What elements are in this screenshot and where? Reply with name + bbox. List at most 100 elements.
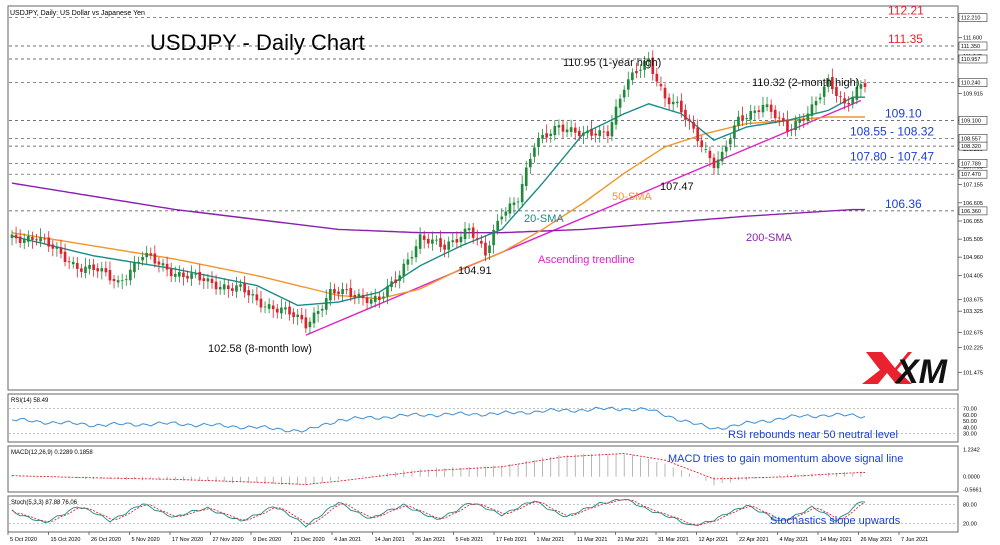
candle-body [492, 229, 495, 246]
price-tick-label: 101.475 [963, 370, 983, 376]
candle-body [565, 129, 569, 133]
price-level-tag-label: 107.789 [961, 161, 981, 167]
candle-body [124, 279, 128, 281]
price-tick-label: 104.405 [963, 273, 983, 279]
candle-body [765, 104, 769, 108]
sma-20-path [11, 96, 865, 307]
candle-body [382, 296, 385, 299]
candle-body [769, 104, 773, 112]
candle-body [610, 122, 614, 137]
rsi-annotation: RSI rebounds near 50 neutral level [728, 429, 898, 441]
candle-body [435, 239, 438, 241]
label-50-sma: 50-SMA [612, 191, 652, 203]
price-tick-label: 103.675 [963, 298, 983, 304]
candle-body [284, 307, 287, 310]
level-label: 106.36 [885, 197, 922, 211]
date-tick-label: 26 May 2021 [861, 537, 893, 543]
candle-body [728, 139, 732, 145]
price-tick-label: 111.600 [963, 36, 982, 42]
candle-body [622, 89, 626, 98]
candle-body [586, 130, 589, 134]
candle-body [724, 146, 728, 152]
candle-body [667, 97, 671, 105]
candle-body [488, 245, 491, 254]
candle-body [43, 238, 46, 240]
price-level-tag-label: 112.210 [961, 16, 980, 22]
level-label: 107.80 - 107.47 [850, 149, 934, 163]
candle-body [777, 117, 781, 119]
candle-body [194, 273, 197, 275]
level-label: 112.21 [888, 4, 924, 18]
candle-body [67, 261, 71, 263]
date-tick-label: 5 Nov 2020 [132, 537, 160, 543]
candle-body [296, 314, 300, 317]
candle-body [141, 256, 144, 261]
date-tick-label: 14 May 2021 [820, 537, 852, 543]
candle-body [786, 119, 789, 132]
macd-tick-label: 1.2342 [963, 447, 980, 453]
candle-body [96, 268, 100, 272]
candle-body [855, 87, 859, 100]
macd-signal-path [11, 453, 865, 485]
candle-body [451, 240, 455, 243]
ascending-trendline [305, 99, 862, 336]
date-axis: 5 Oct 2020 15 Oct 2020 26 Oct 2020 5 Nov 20… [7, 532, 928, 543]
candle-body [324, 298, 328, 310]
candle-body [631, 72, 634, 81]
stoch-annotation: Stochastics slope upwards [770, 515, 901, 527]
price-level-tag-label: 108.320 [961, 144, 981, 150]
candle-body [594, 133, 597, 136]
candle-body [790, 129, 793, 130]
price-tick-label: 102.225 [963, 346, 983, 352]
macd-axis: 1.2342 0.0000 -0.5661 [963, 447, 982, 493]
date-tick-label: 21 Mar 2021 [618, 537, 649, 543]
xm-logo-mark [862, 352, 912, 384]
price-tick-label: 107.155 [963, 183, 983, 189]
level-label: 109.10 [885, 106, 922, 120]
candle-body [63, 251, 67, 262]
candle-body [218, 286, 222, 290]
support-resistance-levels: 112.21 111.35 109.10 108.55 - 108.32 107.80 … [9, 4, 957, 212]
candle-body [851, 97, 855, 105]
candle-body [92, 264, 95, 271]
candle-body [161, 263, 165, 266]
candle-body [512, 202, 516, 206]
candle-body [639, 69, 642, 71]
candle-body [741, 115, 744, 121]
candle-body [557, 125, 561, 128]
stoch-axis: 80.00 20.00 [963, 502, 977, 527]
candle-body [573, 127, 577, 133]
date-tick-label: 21 Dec 2020 [294, 537, 325, 543]
candle-body [443, 244, 446, 250]
annotation-104-91: 104.91 [458, 265, 492, 277]
candle-body [859, 84, 863, 89]
candle-body [839, 96, 842, 98]
candle-body [635, 70, 638, 74]
candle-body [157, 261, 161, 265]
date-tick-label: 1 Mar 2021 [537, 537, 565, 543]
stoch-d-path [11, 499, 866, 526]
candle-body [826, 78, 830, 88]
price-level-tag-label: 110.957 [961, 57, 980, 63]
macd-panel-frame [7, 445, 959, 493]
candle-body [337, 291, 340, 295]
date-tick-label: 27 Nov 2020 [213, 537, 244, 543]
candle-body [27, 236, 30, 242]
candle-body [618, 98, 622, 108]
candle-body [692, 122, 695, 129]
candle-body [231, 288, 234, 291]
candle-body [84, 266, 87, 274]
candle-body [447, 241, 451, 250]
candle-body [341, 288, 344, 294]
candle-body [480, 240, 483, 244]
candle-body [463, 228, 467, 240]
candle-body [418, 234, 422, 249]
candle-body [577, 130, 581, 137]
candle-body [137, 261, 140, 263]
candle-body [51, 244, 55, 249]
rsi-tick-label: 40.00 [963, 425, 977, 431]
candle-body [18, 236, 22, 243]
candle-body [394, 279, 397, 284]
annotation-8mo-low: 102.58 (8-month low) [208, 343, 312, 355]
candle-body [545, 133, 548, 138]
